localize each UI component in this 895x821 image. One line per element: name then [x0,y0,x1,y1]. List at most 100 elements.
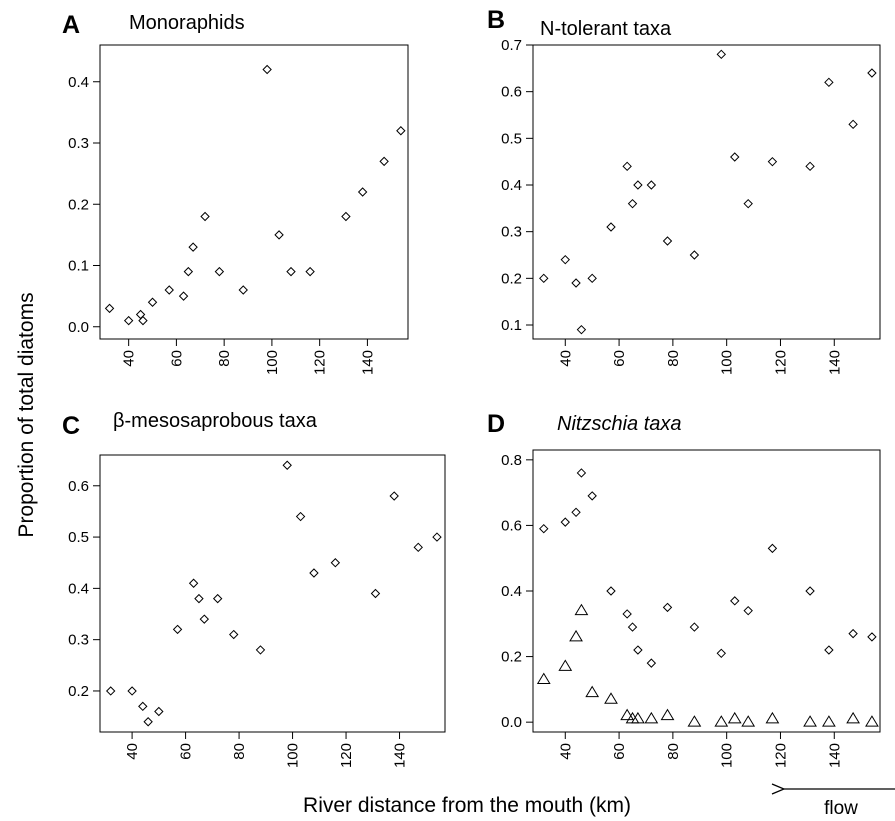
y-tick-label: 0.1 [68,258,89,275]
plot-frame [99,454,446,733]
diamond-point [282,460,292,470]
diamond-point [560,254,570,265]
panel-letter: A [62,11,80,39]
triangle-point [644,711,659,724]
diamond-point [212,593,223,604]
y-tick-label: 0.3 [501,224,522,241]
triangle-point [620,708,635,721]
y-tick-label: 0.3 [68,135,89,152]
diamond-point [188,578,199,588]
triangle-point [765,711,780,724]
panel-title: Monoraphids [129,12,245,34]
diamond-point [255,645,266,655]
diamond-point [587,273,597,284]
y-tick-label: 0.3 [68,632,89,649]
diamond-point [627,622,638,632]
diamond-point [229,629,239,640]
diamond-point [262,64,272,75]
x-tick-label: 120 [312,350,329,375]
triangle-point [846,711,860,724]
diamond-point [164,285,174,295]
diamond-point [295,511,306,522]
x-tick-label: 140 [359,350,376,375]
diamond-point [730,596,740,606]
x-tick-label: 60 [611,350,628,367]
diamond-point [560,517,570,527]
diamond-point [622,609,632,619]
diamond-point [633,645,643,655]
diamond-point [606,222,616,232]
x-tick-label: 60 [611,743,628,760]
diamond-point [127,686,137,696]
diamond-point [539,273,549,284]
diamond-point [305,266,315,277]
diamond-point [539,523,549,534]
y-tick-label: 0.5 [68,529,89,546]
triangle-point [660,708,675,721]
panel-letter: D [487,410,505,438]
x-tick-label: 60 [178,743,195,760]
y-tick-label: 0.6 [501,84,522,101]
diamond-point [716,648,727,659]
diamond-point [172,624,183,635]
diamond-point [143,717,153,727]
triangle-point [574,603,589,616]
x-tick-label: 120 [338,743,355,768]
diamond-point [214,266,225,277]
y-tick-label: 0.7 [501,37,522,54]
y-tick-label: 0.0 [68,319,89,336]
diamond-point [824,645,834,655]
flow-label: flow [824,798,858,819]
diamond-point [662,602,673,613]
diamond-point [370,588,381,599]
y-tick-label: 0.6 [68,478,89,495]
x-tick-label: 140 [392,743,409,768]
panel-letter: C [62,412,80,440]
triangle-point [585,685,600,698]
y-tick-label: 0.2 [501,270,522,287]
diamond-point [606,586,616,596]
diamond-point [571,507,581,518]
triangle-point [803,715,817,727]
x-tick-label: 40 [124,743,141,760]
diamond-point [188,242,198,252]
diamond-point [716,49,727,60]
panel-letter: B [487,6,505,34]
panel-title: Nitzschia taxa [557,413,682,435]
y-tick-label: 0.4 [68,580,89,597]
diamond-point [147,297,158,307]
diamond-point [622,161,632,172]
diamond-point [848,628,858,639]
triangle-point [865,715,879,727]
diamond-point [194,593,204,604]
x-tick-label: 140 [826,350,843,375]
x-tick-label: 80 [231,743,248,760]
x-tick-label: 100 [264,350,281,375]
x-tick-label: 60 [168,350,185,367]
diamond-point [183,266,194,277]
panel-b: B N-tolerant taxa 40 60 80 100 120 140 0.1 0.2 0.3… [487,6,881,375]
diamond-point [689,622,700,632]
plot-frame [99,44,409,340]
y-tick-label: 0.8 [501,452,522,469]
y-tick-label: 0.0 [501,714,522,731]
triangle-point [714,715,729,727]
diamond-point [199,614,210,624]
diamond-point [587,491,597,501]
y-tick-label: 0.4 [501,177,522,194]
diamond-point [341,211,351,222]
diamond-point [286,266,296,277]
x-tick-label: 100 [719,350,736,375]
y-tick-label: 0.2 [501,649,522,666]
diamond-point [662,236,673,246]
diamond-point [824,77,834,88]
diamond-point [627,198,638,209]
triangle-point [569,629,583,642]
x-axis-label: River distance from the mouth (km) [303,794,631,817]
diamond-point [767,156,778,167]
diamond-point [138,701,148,712]
diamond-point [138,315,148,326]
triangle-point [687,715,702,727]
diamond-point [389,491,399,501]
diamond-point [396,126,406,136]
